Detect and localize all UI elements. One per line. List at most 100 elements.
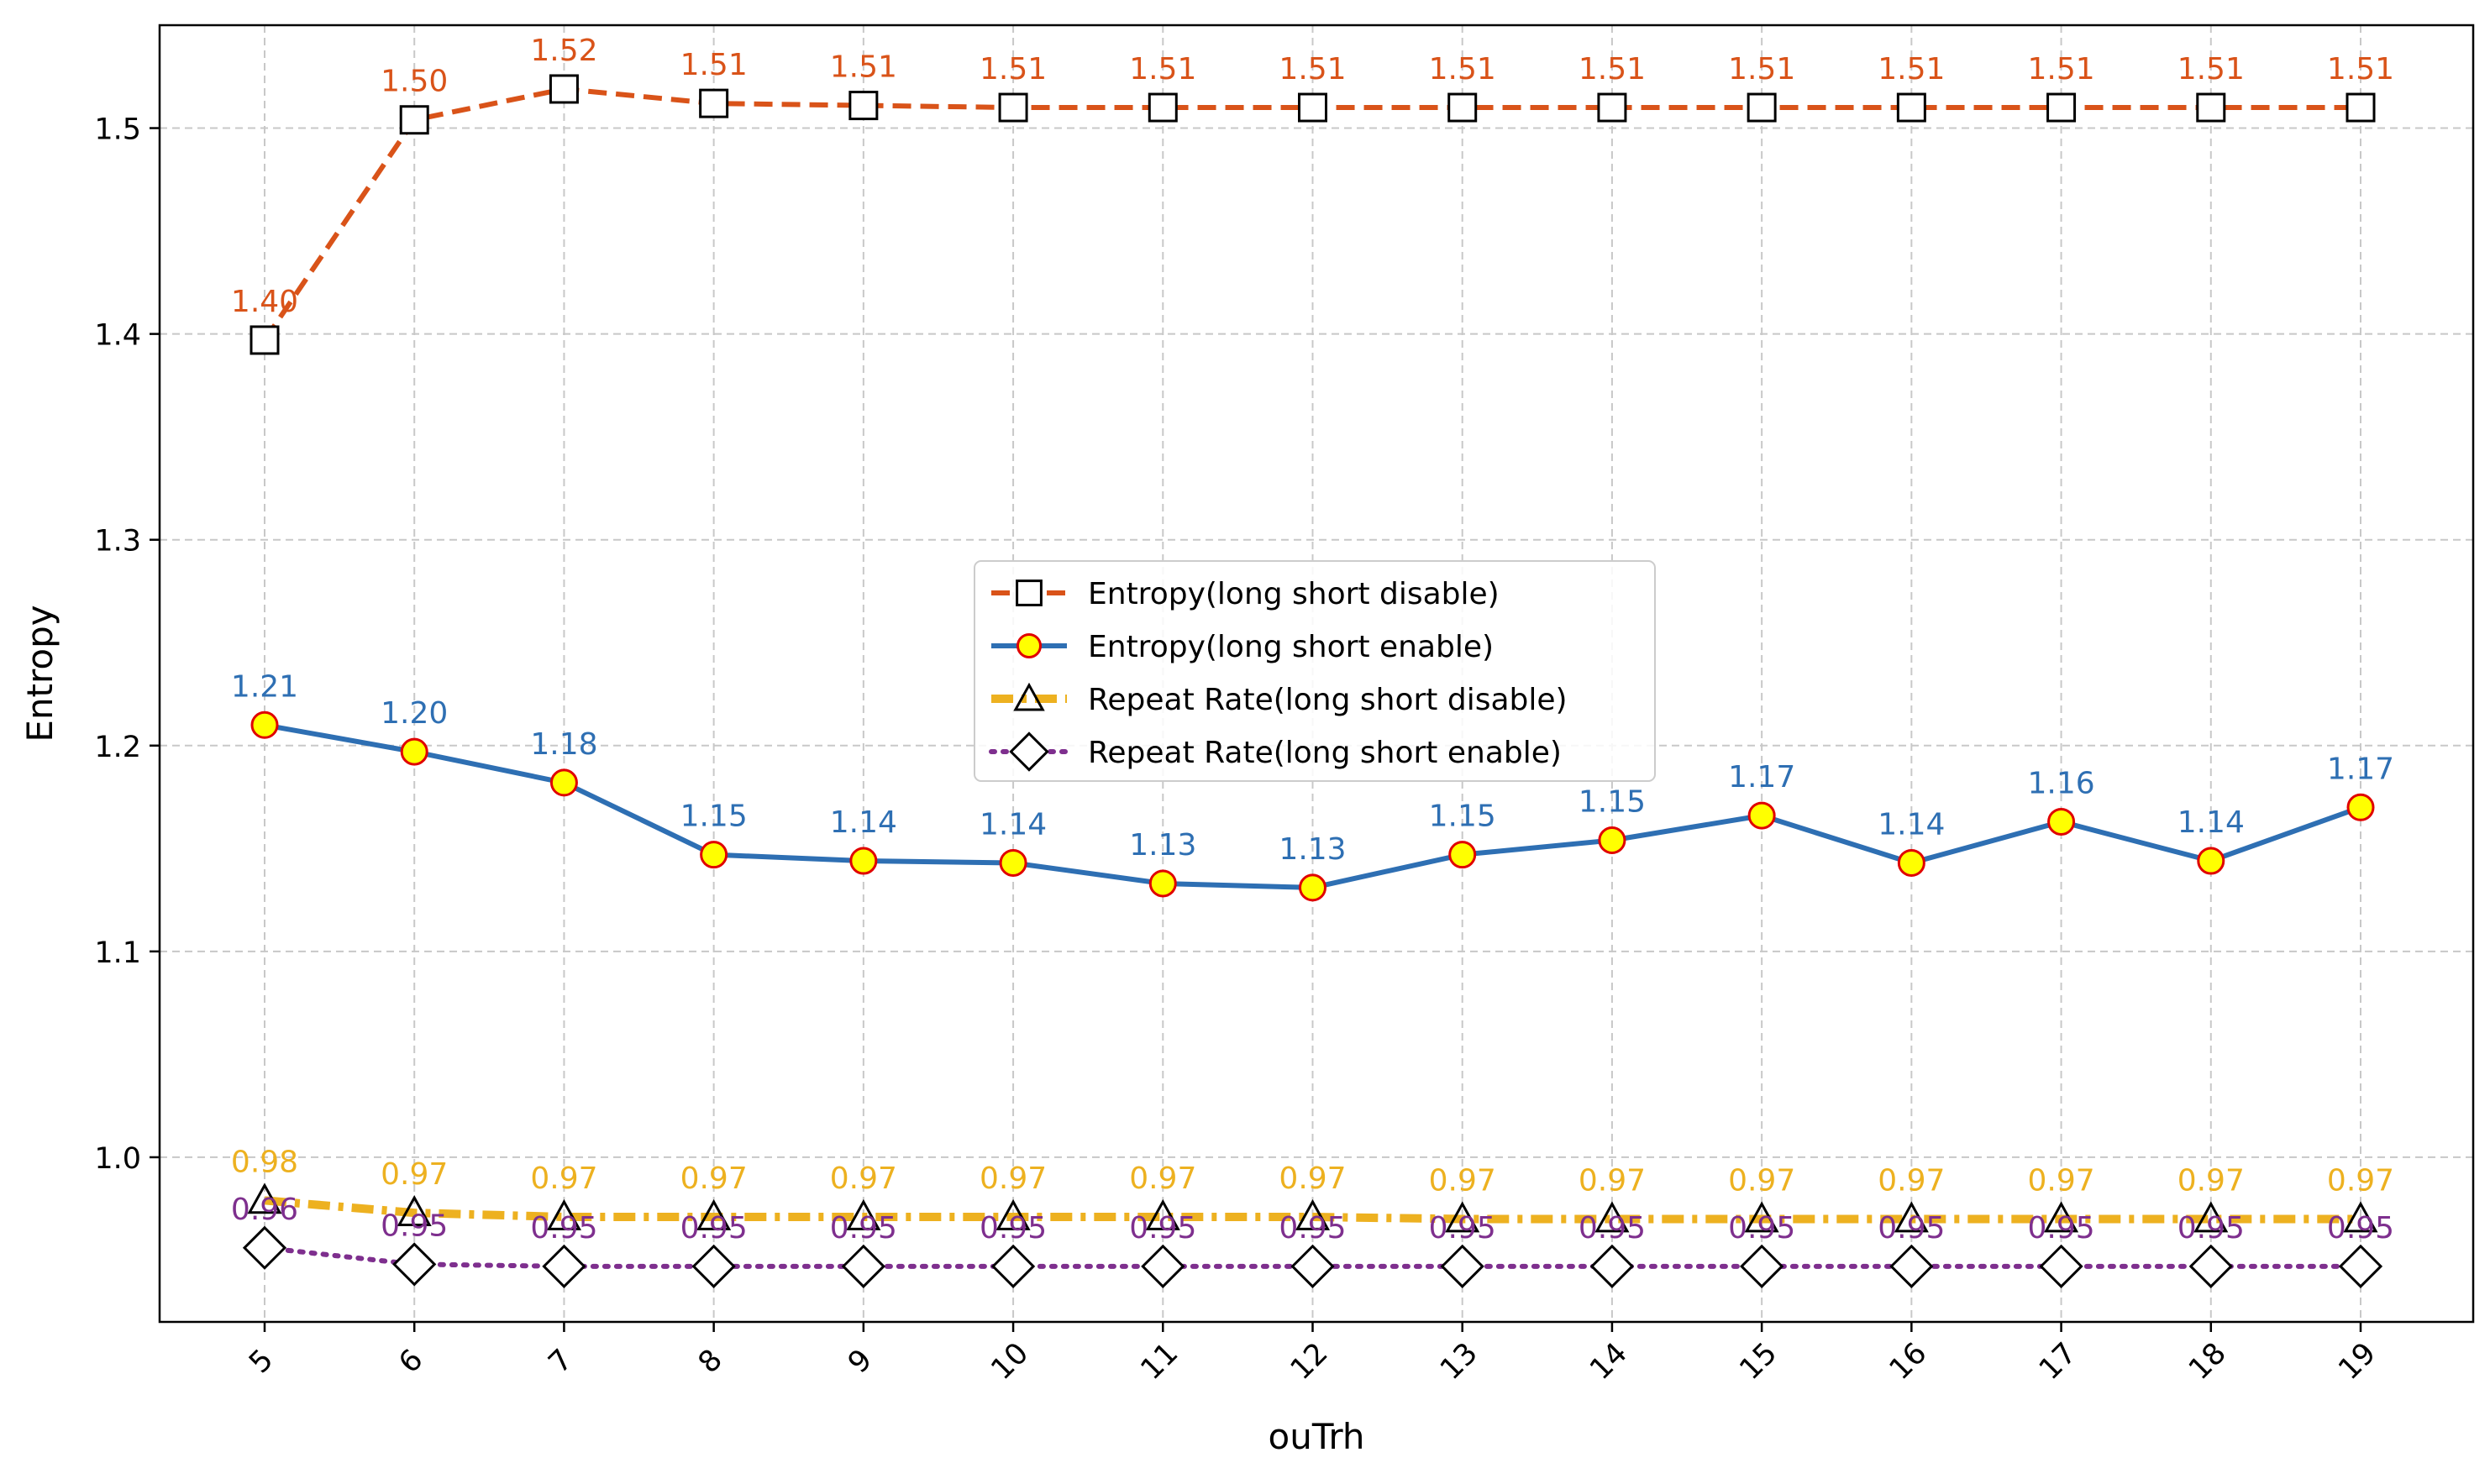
x-tick-label: 11: [1135, 1336, 1185, 1387]
circle-series-data-label: 1.21: [231, 669, 298, 704]
diamond-series-point: [2188, 1244, 2233, 1288]
legend-label: Entropy(long short disable): [1088, 577, 1500, 611]
circle-series-point: [1897, 848, 1925, 877]
y-tick-label: 1.4: [94, 319, 141, 353]
diamond-series-data-label: 0.95: [2177, 1211, 2245, 1245]
x-axis-title: ouTrh: [1269, 1416, 1365, 1457]
square-series-data-label: 1.51: [1129, 52, 1196, 87]
diamond-series-point: [1589, 1244, 1635, 1288]
diamond-series-point: [2039, 1244, 2083, 1288]
triangle-series-data-label: 0.97: [2327, 1163, 2394, 1198]
circle-series-data-label: 1.14: [1878, 807, 1945, 842]
circle-series-data-label: 1.14: [830, 805, 897, 840]
triangle-series-point: [696, 1198, 732, 1230]
diamond-series-data-label: 0.95: [2027, 1211, 2094, 1245]
square-series-point: [549, 74, 579, 104]
legend-marker-triangle: [1013, 682, 1045, 711]
triangle-series-data-label: 0.97: [381, 1157, 448, 1192]
triangle-series-point: [1145, 1198, 1180, 1230]
diamond-series-point: [691, 1244, 736, 1288]
circle-series-point: [849, 847, 878, 875]
diamond-series-point: [1889, 1244, 1934, 1288]
circle-series-data-label: 1.15: [680, 800, 748, 834]
diamond-series-point: [1141, 1244, 1185, 1288]
triangle-series-data-label: 0.97: [680, 1162, 748, 1196]
triangle-series-data-label: 0.97: [2177, 1163, 2245, 1198]
square-series-data-label: 1.51: [1429, 52, 1496, 87]
triangle-series-point: [1744, 1201, 1779, 1233]
triangle-series-point: [397, 1195, 432, 1227]
circle-series-point: [250, 711, 279, 739]
y-tick-label: 1.0: [94, 1142, 141, 1176]
triangle-series-point: [1894, 1201, 1929, 1233]
circle-series-point: [2047, 807, 2076, 836]
square-series-data-label: 1.50: [381, 65, 448, 99]
diamond-series-data-label: 0.95: [680, 1211, 748, 1245]
diamond-series-data-label: 0.95: [1878, 1211, 1945, 1245]
circle-series-point: [2346, 793, 2375, 821]
square-series-point: [1298, 92, 1327, 123]
triangle-series-data-label: 0.97: [980, 1162, 1047, 1196]
circle-series-data-label: 1.16: [2027, 766, 2094, 800]
x-tick-label: 5: [243, 1343, 280, 1380]
circle-series-point: [400, 737, 428, 766]
circle-series-data-label: 1.14: [980, 807, 1047, 842]
circle-series-point: [1448, 841, 1477, 869]
legend-label: Repeat Rate(long short disable): [1088, 683, 1568, 717]
triangle-series-point: [1445, 1201, 1480, 1233]
series-layer: [242, 74, 2383, 1288]
circle-series-point: [2197, 847, 2225, 875]
square-series-data-label: 1.52: [530, 34, 597, 68]
circle-series-point: [549, 768, 578, 797]
circle-series-data-label: 1.17: [2327, 752, 2394, 786]
circle-series-point: [1148, 869, 1177, 898]
circle-series-point: [1598, 826, 1626, 855]
circle-series-data-label: 1.20: [381, 696, 448, 731]
square-series-point: [699, 88, 729, 118]
triangle-series-point: [1594, 1201, 1630, 1233]
triangle-series-point: [2193, 1201, 2229, 1233]
diamond-series-data-label: 0.95: [1728, 1211, 1795, 1245]
diamond-series-data-label: 0.95: [1279, 1211, 1346, 1245]
square-series-data-label: 1.51: [1728, 52, 1795, 87]
diamond-series-point: [1440, 1244, 1484, 1288]
y-tick-label: 1.1: [94, 936, 141, 970]
diamond-series-data-label: 0.96: [231, 1193, 298, 1227]
triangle-series-data-label: 0.97: [1129, 1162, 1196, 1196]
diamond-series-data-label: 0.95: [1579, 1211, 1646, 1245]
square-series-data-label: 1.51: [2327, 52, 2394, 87]
x-tick-label: 7: [543, 1343, 580, 1380]
legend-box: [974, 560, 1656, 782]
square-series-data-label: 1.51: [2027, 52, 2094, 87]
circle-series-point: [1299, 873, 1326, 902]
square-series-data-label: 1.51: [1279, 52, 1346, 87]
y-axis-title: Entropy: [19, 605, 60, 742]
triangle-series-point: [546, 1198, 581, 1230]
x-tick-label: 15: [1733, 1336, 1783, 1387]
circle-series-data-label: 1.17: [1728, 760, 1795, 794]
legend: Entropy(long short disable) Entropy(long …: [974, 560, 1656, 782]
circle-series-point: [999, 848, 1027, 877]
x-tick-label: 17: [2033, 1336, 2083, 1387]
triangle-series-data-label: 0.97: [1878, 1163, 1945, 1198]
y-tick-label: 1.3: [94, 525, 141, 558]
triangle-series-data-label: 0.97: [1429, 1163, 1496, 1198]
square-series-point: [2346, 92, 2376, 123]
x-tick-label: 12: [1284, 1336, 1335, 1387]
legend-marker-circle: [1016, 633, 1042, 658]
x-tick-label: 13: [1434, 1336, 1484, 1387]
data-label-layer: 1.40 1.50 1.52 1.51 1.51 1.51 1.51 1.51 1.51 1.51…: [231, 34, 2394, 1245]
square-series-point: [1747, 92, 1777, 123]
circle-series-data-label: 1.15: [1579, 785, 1646, 820]
diamond-series-data-label: 0.95: [2327, 1211, 2394, 1245]
circle-series-point: [700, 841, 728, 869]
x-tick-label: 18: [2183, 1336, 2233, 1387]
diamond-series-point: [242, 1225, 287, 1270]
triangle-series-data-label: 0.97: [530, 1162, 597, 1196]
triangle-series-data-label: 0.97: [1279, 1162, 1346, 1196]
legend-marker-diamond: [1009, 732, 1049, 772]
circle-series-data-label: 1.13: [1279, 832, 1346, 867]
triangle-series-point: [2343, 1201, 2378, 1233]
diamond-series-point: [1290, 1244, 1335, 1288]
